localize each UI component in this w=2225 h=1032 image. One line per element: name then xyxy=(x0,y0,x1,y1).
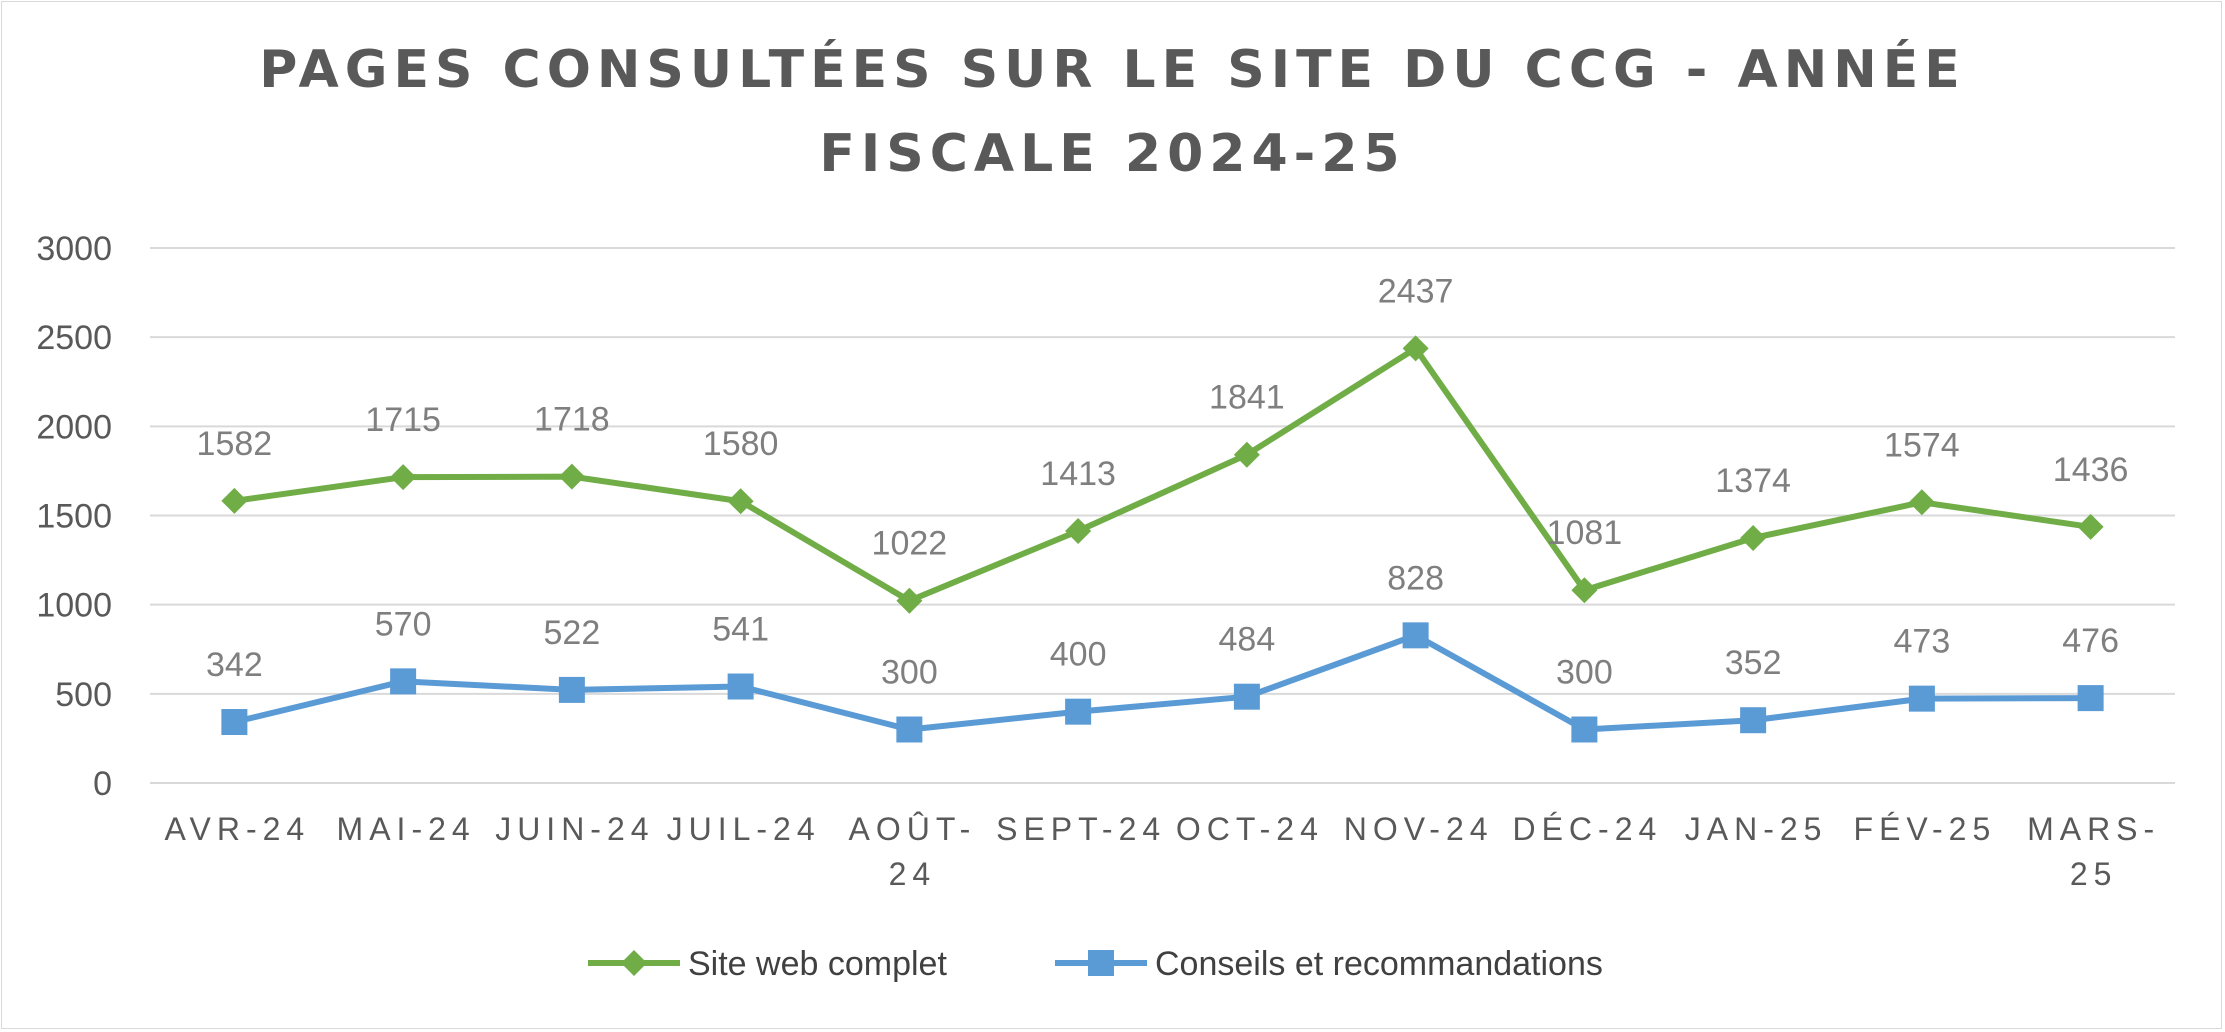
data-point-marker xyxy=(221,487,248,514)
x-tick-label: AVR-24 xyxy=(165,811,311,847)
legend-marker-1 xyxy=(621,950,647,976)
data-label: 1081 xyxy=(1547,514,1623,552)
data-label: 476 xyxy=(2062,622,2119,660)
data-point-marker xyxy=(2077,513,2104,540)
data-point-marker xyxy=(2077,685,2104,712)
y-tick-label: 1000 xyxy=(36,587,112,625)
x-tick-label: SEPT-24 xyxy=(996,811,1166,847)
data-label: 342 xyxy=(206,646,263,684)
data-label: 1718 xyxy=(534,401,610,439)
chart-title-line-2: FISCALE 2024-25 xyxy=(819,124,1406,184)
data-label: 484 xyxy=(1219,621,1276,659)
y-tick-label: 2000 xyxy=(36,408,112,446)
data-label: 1582 xyxy=(197,425,273,463)
y-tick-label: 500 xyxy=(55,676,112,714)
data-point-marker xyxy=(221,709,248,736)
x-tick-label: FÉV-25 xyxy=(1854,811,1997,847)
y-tick-label: 1500 xyxy=(36,498,112,536)
data-label: 1574 xyxy=(1884,426,1960,464)
axes: 0 500 1000 1500 2000 2500 3000 AVR-24 MAI-24 JUIN… xyxy=(36,230,2160,892)
data-point-marker xyxy=(1402,335,1429,362)
data-point-marker xyxy=(558,463,585,490)
data-point-marker xyxy=(558,676,585,703)
x-tick-label: NOV-24 xyxy=(1344,811,1494,847)
data-point-marker xyxy=(1908,489,1935,516)
series-line-1 xyxy=(233,345,2092,604)
chart-title: PAGES CONSULTÉES SUR LE SITE DU CCG - AN… xyxy=(0,28,2225,196)
data-point-marker xyxy=(1233,683,1260,710)
data-label: 1580 xyxy=(703,425,779,463)
data-label: 522 xyxy=(544,614,601,652)
data-point-marker xyxy=(1571,577,1598,604)
data-point-marker xyxy=(896,716,923,743)
data-labels: 1582 1715 1718 1580 1022 1413 1841 2437 1081 1374… xyxy=(197,272,2129,691)
data-point-marker xyxy=(1065,518,1092,545)
y-tick-label: 2500 xyxy=(36,319,112,357)
data-label: 300 xyxy=(1556,654,1613,692)
data-point-marker xyxy=(1908,685,1935,712)
x-tick-label: MAI-24 xyxy=(337,811,476,847)
data-point-marker xyxy=(390,464,417,491)
data-point-marker xyxy=(1740,524,1767,551)
x-tick-label: AOÛT-24 xyxy=(848,811,976,892)
x-tick-label: JUIL-24 xyxy=(667,811,821,847)
data-point-marker xyxy=(727,488,754,515)
data-label: 2437 xyxy=(1378,272,1454,310)
data-point-marker xyxy=(1740,707,1767,734)
data-label: 352 xyxy=(1725,644,1782,682)
x-tick-label: OCT-24 xyxy=(1176,811,1324,847)
series xyxy=(221,335,2104,743)
data-label: 1841 xyxy=(1209,379,1285,417)
data-label: 473 xyxy=(1894,623,1951,661)
data-point-marker xyxy=(1065,698,1092,725)
data-label: 570 xyxy=(375,605,432,643)
x-tick-label: DÉC-24 xyxy=(1512,811,1662,847)
data-label: 1413 xyxy=(1040,455,1116,493)
data-label: 1715 xyxy=(365,401,441,439)
data-label: 1022 xyxy=(872,525,948,563)
series-line-2 xyxy=(233,632,2091,733)
data-label: 300 xyxy=(881,654,938,692)
x-tick-label: JUIN-24 xyxy=(495,811,654,847)
x-tick-label: JAN-25 xyxy=(1685,811,1828,847)
data-point-marker xyxy=(1571,716,1598,743)
legend-label-1: Site web complet xyxy=(688,945,947,983)
data-label: 1374 xyxy=(1715,462,1791,500)
chart-title-line-1: PAGES CONSULTÉES SUR LE SITE DU CCG - AN… xyxy=(259,40,1966,100)
legend: Site web complet Conseils et recommandati… xyxy=(588,945,1603,983)
y-tick-label: 0 xyxy=(93,765,112,803)
data-point-marker xyxy=(1402,622,1429,649)
legend-label-2: Conseils et recommandations xyxy=(1155,945,1603,983)
x-tick-label: MARS-25 xyxy=(2027,811,2160,892)
y-tick-label: 3000 xyxy=(36,230,112,268)
data-label: 541 xyxy=(712,611,769,649)
data-point-marker xyxy=(727,673,754,700)
legend-marker-2 xyxy=(1088,950,1114,976)
data-point-marker xyxy=(390,668,417,695)
data-label: 828 xyxy=(1387,559,1444,597)
data-point-marker xyxy=(896,587,923,614)
gridlines xyxy=(150,247,2175,784)
data-point-marker xyxy=(1233,441,1260,468)
data-label: 400 xyxy=(1050,636,1107,674)
data-label: 1436 xyxy=(2053,451,2129,489)
